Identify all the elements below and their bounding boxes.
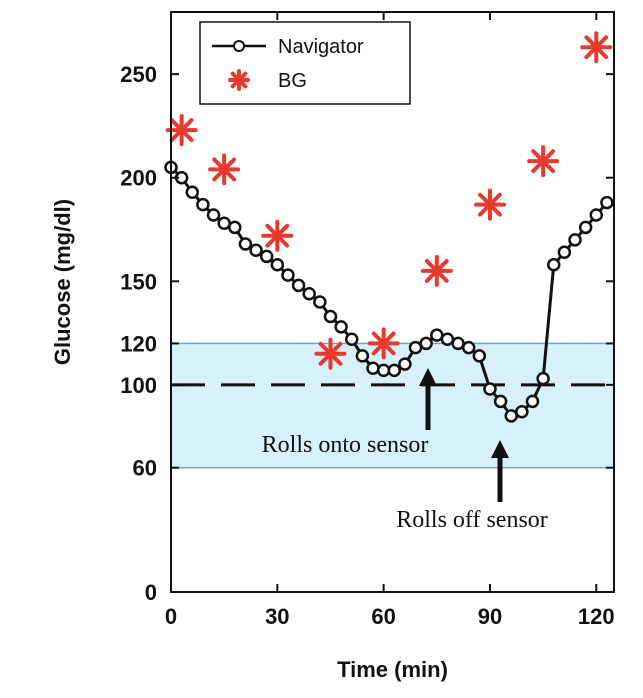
y-tick-label: 100	[120, 373, 157, 398]
navigator-point	[344, 332, 359, 347]
navigator-point	[323, 309, 338, 324]
navigator-point	[259, 249, 274, 264]
navigator-point	[451, 336, 465, 351]
navigator-point	[238, 237, 253, 251]
navigator-point	[355, 349, 370, 363]
navigator-point	[419, 336, 433, 351]
bg-point	[473, 188, 506, 221]
navigator-point	[376, 363, 391, 378]
x-tick-label: 0	[165, 604, 177, 629]
navigator-point	[228, 220, 242, 235]
navigator-point	[366, 361, 380, 376]
legend-navigator-label: Navigator	[278, 36, 364, 58]
navigator-point	[334, 320, 348, 334]
bg-point	[261, 219, 294, 252]
navigator-point	[387, 363, 402, 378]
navigator-point	[281, 268, 295, 282]
navigator-point	[472, 349, 487, 363]
y-tick-label: 150	[120, 269, 157, 294]
bg-point	[420, 254, 453, 287]
navigator-point	[408, 340, 423, 355]
legend-bg-label: BG	[278, 70, 307, 92]
annotation-label: Rolls off sensor	[396, 507, 548, 533]
navigator-point	[483, 382, 497, 396]
y-tick-label: 250	[120, 62, 157, 87]
x-tick-label: 30	[265, 604, 289, 629]
navigator-point	[398, 357, 412, 371]
navigator-point	[536, 371, 550, 386]
navigator-point	[249, 243, 263, 257]
navigator-point	[430, 328, 444, 342]
legend-box	[199, 21, 411, 105]
navigator-point	[206, 208, 221, 222]
y-tick-label: 120	[120, 331, 157, 356]
navigator-point	[196, 197, 210, 212]
navigator-point	[313, 295, 327, 309]
navigator-point	[578, 220, 593, 235]
navigator-point	[493, 394, 508, 409]
bg-point	[208, 153, 241, 186]
x-tick-label: 120	[578, 604, 615, 629]
annotation-arrow-head	[419, 368, 437, 386]
bg-point	[165, 114, 198, 147]
plot-frame	[170, 11, 615, 593]
y-tick-label: 0	[145, 580, 157, 605]
annotation-label: Rolls onto sensor	[262, 432, 429, 458]
navigator-point	[589, 208, 604, 222]
bg-point	[527, 145, 560, 178]
bg-point	[314, 337, 347, 370]
navigator-point	[515, 405, 529, 419]
legend-navigator-marker	[233, 40, 245, 52]
navigator-point	[270, 257, 285, 272]
x-tick-label: 90	[478, 604, 502, 629]
navigator-point	[568, 233, 582, 247]
navigator-point	[291, 278, 306, 293]
x-axis-label: Time (min)	[337, 657, 448, 682]
navigator-point	[525, 394, 540, 409]
navigator-point	[557, 245, 572, 260]
bg-point	[580, 31, 613, 64]
navigator-point	[440, 332, 455, 347]
bg-point	[367, 327, 400, 360]
navigator-point	[185, 185, 200, 199]
navigator-point	[217, 216, 231, 231]
x-tick-label: 60	[371, 604, 395, 629]
y-axis-label: Glucose (mg/dl)	[50, 199, 75, 365]
navigator-point	[600, 195, 614, 210]
navigator-point	[302, 286, 316, 301]
navigator-point	[547, 257, 561, 272]
navigator-point	[461, 340, 476, 355]
legend-bg-marker	[228, 69, 250, 91]
y-tick-label: 200	[120, 166, 157, 191]
annotation-arrow-head	[491, 440, 509, 458]
y-tick-label: 60	[133, 456, 157, 481]
navigator-point	[504, 409, 518, 423]
